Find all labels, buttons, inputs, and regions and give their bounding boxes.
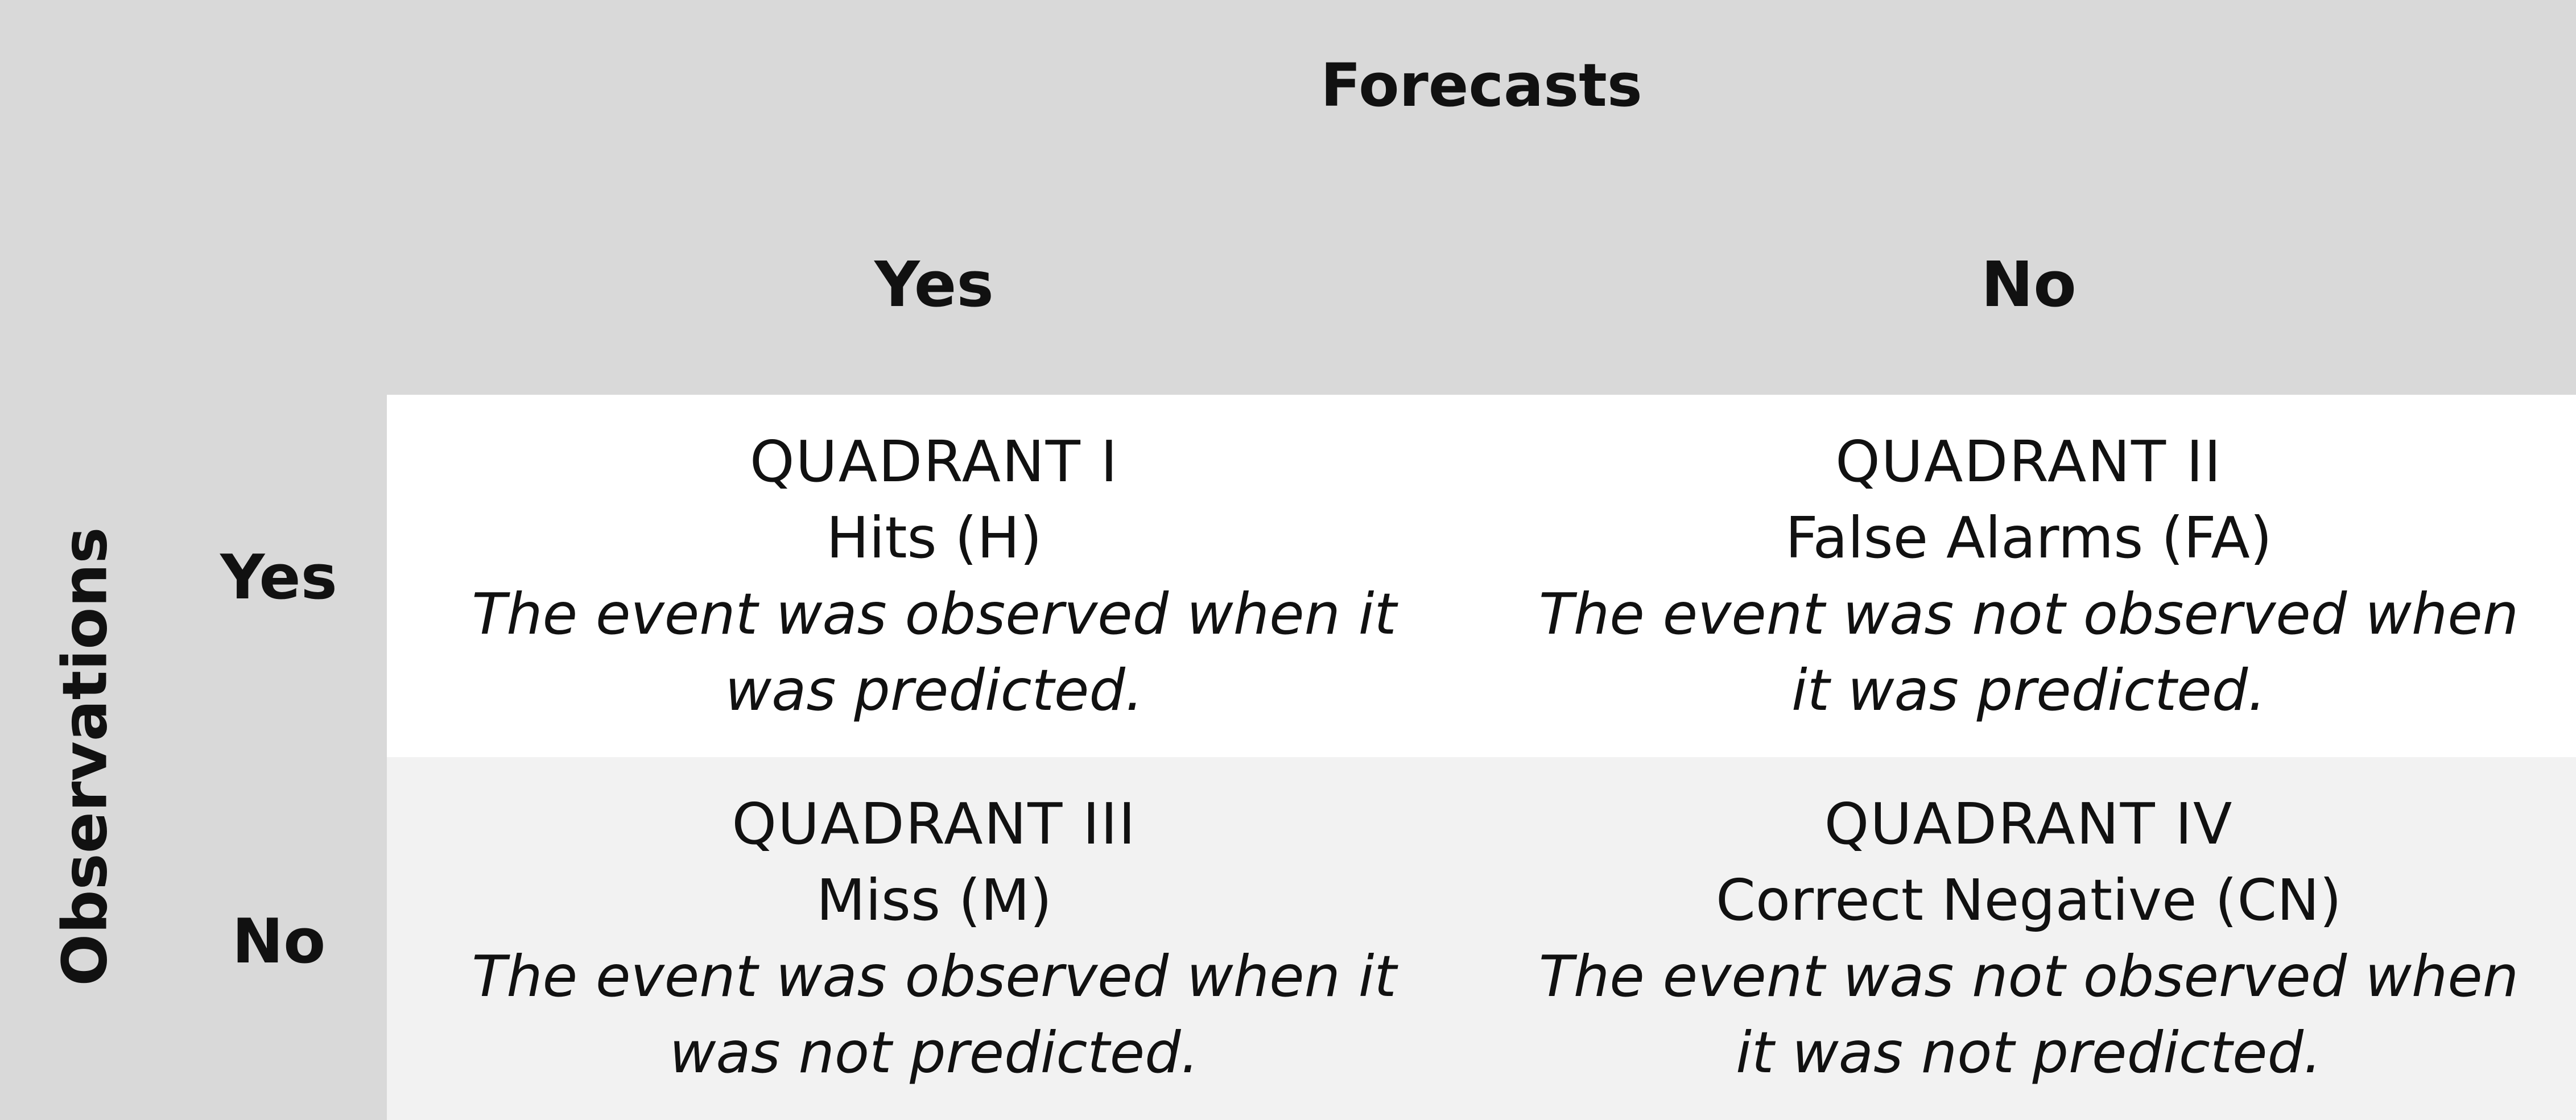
quadrant-2-name: QUADRANT II: [1835, 428, 2222, 495]
quadrant-1-term: Hits (H): [826, 504, 1042, 571]
quadrant-2-description: The event was not observed when it was p…: [1538, 580, 2519, 724]
quadrant-3-name: QUADRANT III: [732, 791, 1137, 857]
forecasts-axis-title: Forecasts: [1320, 51, 1642, 120]
quadrant-4-term: Correct Negative (CN): [1716, 867, 2342, 933]
column-header-yes: Yes: [874, 248, 994, 321]
observations-axis-title: Observations: [49, 527, 121, 986]
quadrant-3-term: Miss (M): [816, 867, 1052, 933]
quadrant-2-cell: QUADRANT II False Alarms (FA) The event …: [1481, 395, 2576, 757]
quadrant-3-description: The event was observed when it was not p…: [472, 943, 1397, 1086]
quadrant-4-cell: QUADRANT IV Correct Negative (CN) The ev…: [1481, 757, 2576, 1120]
quadrant-4-name: QUADRANT IV: [1824, 791, 2234, 857]
column-header-no: No: [1981, 248, 2077, 321]
quadrant-2-term: False Alarms (FA): [1785, 504, 2272, 571]
quadrant-1-name: QUADRANT I: [749, 428, 1119, 495]
quadrant-1-description: The event was observed when it was predi…: [472, 580, 1397, 724]
quadrant-3-cell: QUADRANT III Miss (M) The event was obse…: [387, 757, 1481, 1120]
row-band-no: [387, 757, 2576, 1120]
quadrant-1-cell: QUADRANT I Hits (H) The event was observ…: [387, 395, 1481, 757]
row-header-no: No: [232, 906, 326, 977]
row-band-yes: [387, 395, 2576, 757]
quadrant-4-description: The event was not observed when it was n…: [1538, 943, 2519, 1086]
row-header-yes: Yes: [220, 542, 337, 613]
